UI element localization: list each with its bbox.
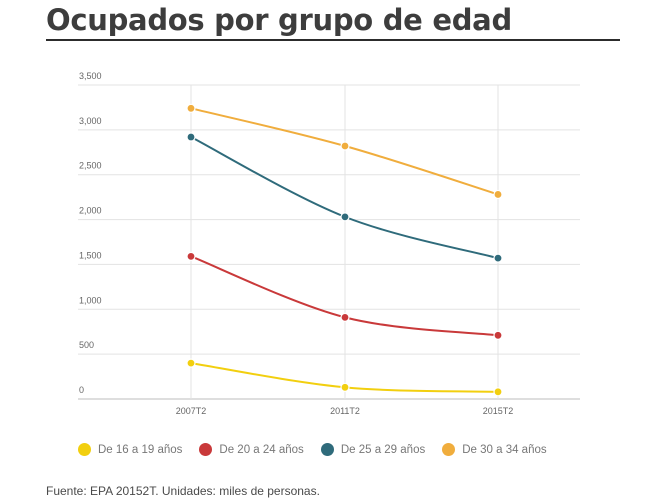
line-chart: 0 500 1,000 1,500 2,000 2,500 3,000 3,500 2007T… [78,71,580,416]
data-point [340,141,350,151]
series-1 [186,358,503,397]
data-point [186,103,196,113]
y-tick-label: 0 [79,385,84,395]
legend-label: De 30 a 34 años [462,443,547,456]
legend-swatch [442,443,456,456]
y-tick-label: 3,000 [79,116,102,126]
legend-swatch [199,443,213,456]
y-tick-label: 1,000 [79,295,102,305]
y-tick-label: 2,500 [79,161,102,171]
data-point [186,251,196,261]
y-tick-label: 3,500 [79,71,102,81]
series-4 [186,103,503,200]
data-point [186,132,196,142]
data-point [493,253,503,263]
data-point [340,382,350,392]
data-point [493,189,503,200]
legend-item: De 30 a 34 años [442,443,547,456]
x-tick-label: 2007T2 [176,406,207,416]
legend-label: De 25 a 29 años [340,443,426,456]
chart-legend: De 16 a 19 años De 20 a 24 años De 25 a 29… [78,443,564,456]
data-point [340,212,350,222]
legend-label: De 20 a 24 años [219,443,304,456]
chart-grid [78,84,580,400]
series-3 [186,132,503,263]
data-point [493,387,503,397]
title-underline [46,39,620,41]
data-point [186,358,196,368]
x-tick-label: 2011T2 [330,406,360,416]
x-tick-label: 2015T2 [483,406,514,416]
legend-label: De 16 a 19 años [98,443,183,456]
y-tick-label: 500 [79,340,94,350]
data-point [340,312,350,322]
chart-series [186,103,503,397]
source-note: Fuente: EPA 20152T. Unidades: miles de p… [46,484,320,498]
legend-item: De 16 a 19 años [78,443,182,456]
series-2 [186,251,503,340]
legend-item: De 25 a 29 años [320,443,426,456]
legend-item: De 20 a 24 años [199,443,304,456]
y-tick-label: 1,500 [79,250,102,260]
legend-swatch [78,443,91,456]
x-axis: 2007T2 2011T2 2015T2 [176,406,514,416]
legend-swatch [320,443,334,456]
data-point [493,330,503,340]
chart-title: Ocupados por grupo de edad [46,3,512,37]
y-axis: 0 500 1,000 1,500 2,000 2,500 3,000 3,500 [79,71,102,395]
y-tick-label: 2,000 [79,206,102,216]
